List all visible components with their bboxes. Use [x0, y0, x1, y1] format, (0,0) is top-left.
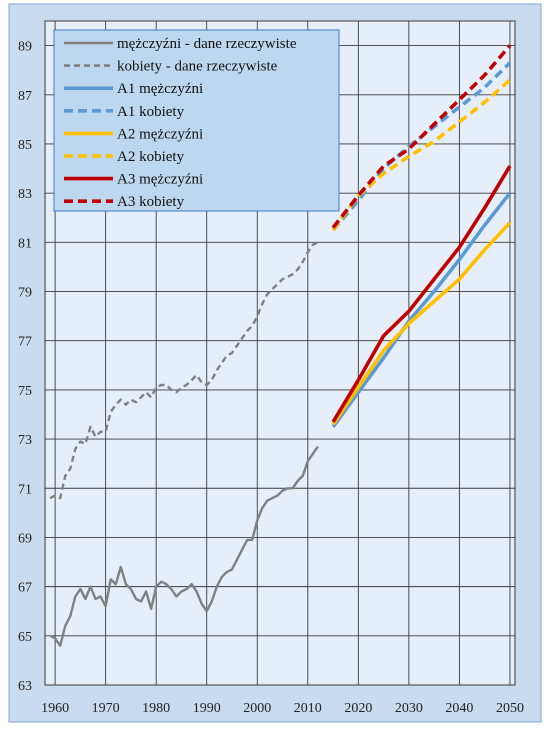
series-line-5 [331, 221, 512, 426]
series-line-3 [331, 191, 512, 428]
x-tick-label: 2000 [243, 701, 271, 716]
legend-box [53, 29, 340, 212]
series-lines [49, 44, 512, 647]
legend-label-7: A3 mężczyźni [117, 172, 203, 188]
legend-label-5: A2 mężczyźni [117, 126, 203, 142]
y-tick-label: 63 [18, 679, 32, 694]
legend-label-1: mężczyźni - dane rzeczywiste [117, 36, 297, 52]
series-line-2 [49, 241, 319, 500]
x-tick-label: 2050 [496, 701, 524, 716]
x-tick-label: 1970 [92, 701, 120, 716]
legend-label-3: A1 mężczyźni [117, 81, 203, 97]
x-tick-label: 2040 [445, 701, 473, 716]
y-tick-label: 77 [18, 335, 32, 350]
y-axis-ticks: 63 65 67 69 71 73 75 77 79 81 83 85 87 89 [18, 40, 32, 694]
legend-label-6: A2 kobiety [117, 149, 185, 165]
legend-label-8: A3 kobiety [117, 194, 185, 210]
y-tick-label: 79 [18, 286, 32, 301]
x-tick-label: 2010 [294, 701, 322, 716]
y-tick-label: 89 [18, 40, 32, 55]
x-tick-label: 1960 [41, 701, 69, 716]
y-tick-label: 65 [18, 630, 32, 645]
y-tick-label: 75 [18, 384, 32, 399]
y-tick-label: 81 [18, 236, 32, 251]
x-tick-label: 2030 [395, 701, 423, 716]
series-line-8 [331, 44, 512, 229]
y-tick-label: 87 [18, 89, 32, 104]
legend: mężczyźni - dane rzeczywiste kobiety - da… [53, 29, 340, 212]
x-tick-label: 1990 [193, 701, 221, 716]
x-tick-label: 1980 [142, 701, 170, 716]
series-line-1 [49, 445, 319, 647]
y-tick-label: 67 [18, 581, 32, 596]
plot-border [44, 20, 516, 686]
x-axis-ticks: 1960 1970 1980 1990 2000 2010 2020 2030 2040 2050 [41, 701, 524, 716]
series-line-7 [331, 165, 512, 423]
y-tick-label: 73 [18, 433, 32, 448]
y-tick-label: 83 [18, 187, 32, 202]
y-tick-label: 69 [18, 531, 32, 546]
legend-label-4: A1 kobiety [117, 104, 185, 120]
x-tick-label: 2020 [344, 701, 372, 716]
legend-label-2: kobiety - dane rzeczywiste [117, 59, 278, 75]
y-tick-label: 85 [18, 138, 32, 153]
y-tick-label: 71 [18, 482, 32, 497]
